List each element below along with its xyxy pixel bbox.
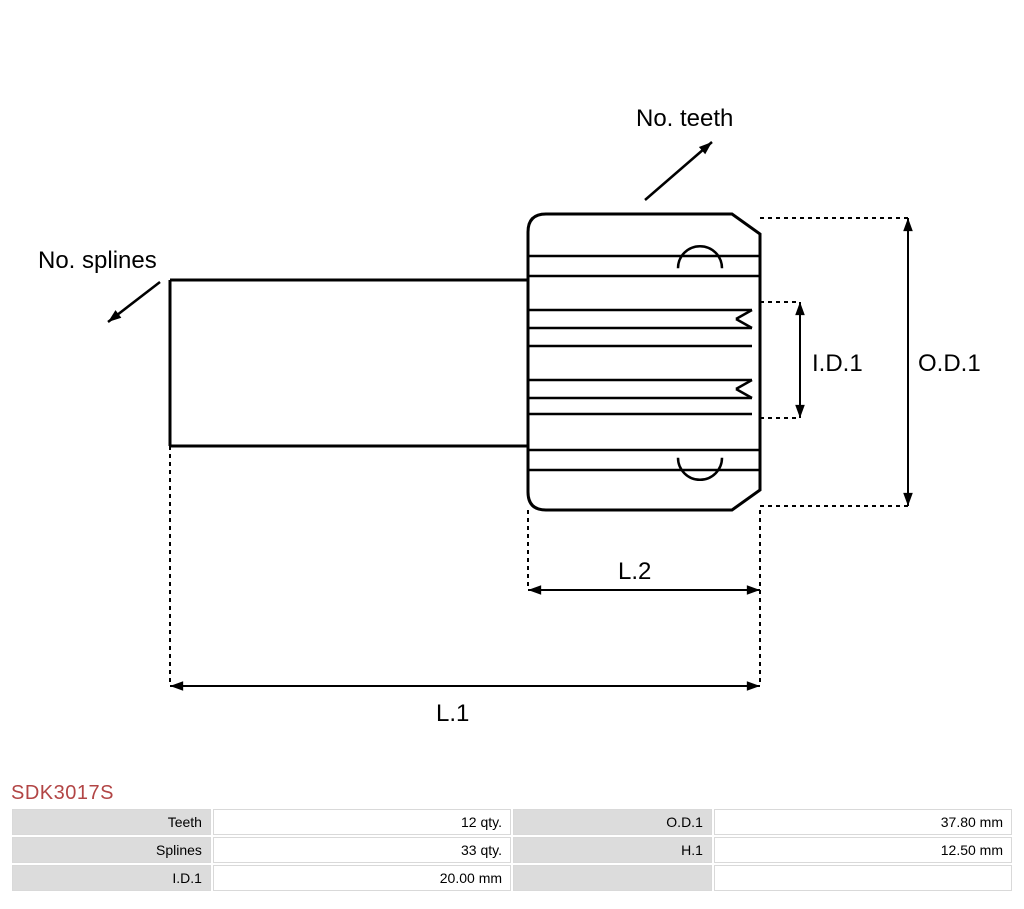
spec-value: 12 qty. xyxy=(213,809,511,835)
label-id1: I.D.1 xyxy=(812,350,863,378)
technical-diagram: No. teeth No. splines L.1 L.2 I.D.1 O.D.… xyxy=(0,0,1024,770)
spec-label: H.1 xyxy=(513,837,712,863)
diagram-svg xyxy=(0,0,1024,770)
table-row: Teeth 12 qty. O.D.1 37.80 mm xyxy=(12,809,1012,835)
spec-value: 33 qty. xyxy=(213,837,511,863)
table-row: I.D.1 20.00 mm xyxy=(12,865,1012,891)
spec-label: O.D.1 xyxy=(513,809,712,835)
table-row: Splines 33 qty. H.1 12.50 mm xyxy=(12,837,1012,863)
part-id: SDK3017S xyxy=(11,782,114,805)
spec-label: I.D.1 xyxy=(12,865,211,891)
label-no-splines: No. splines xyxy=(38,247,157,275)
label-l2: L.2 xyxy=(618,558,651,586)
label-no-teeth: No. teeth xyxy=(636,105,733,133)
spec-value: 12.50 mm xyxy=(714,837,1012,863)
label-l1: L.1 xyxy=(436,700,469,728)
spec-label: Splines xyxy=(12,837,211,863)
spec-label: Teeth xyxy=(12,809,211,835)
spec-value: 20.00 mm xyxy=(213,865,511,891)
spec-label xyxy=(513,865,712,891)
spec-value: 37.80 mm xyxy=(714,809,1012,835)
label-od1: O.D.1 xyxy=(918,350,981,378)
spec-value xyxy=(714,865,1012,891)
spec-table: Teeth 12 qty. O.D.1 37.80 mm Splines 33 … xyxy=(10,807,1014,893)
